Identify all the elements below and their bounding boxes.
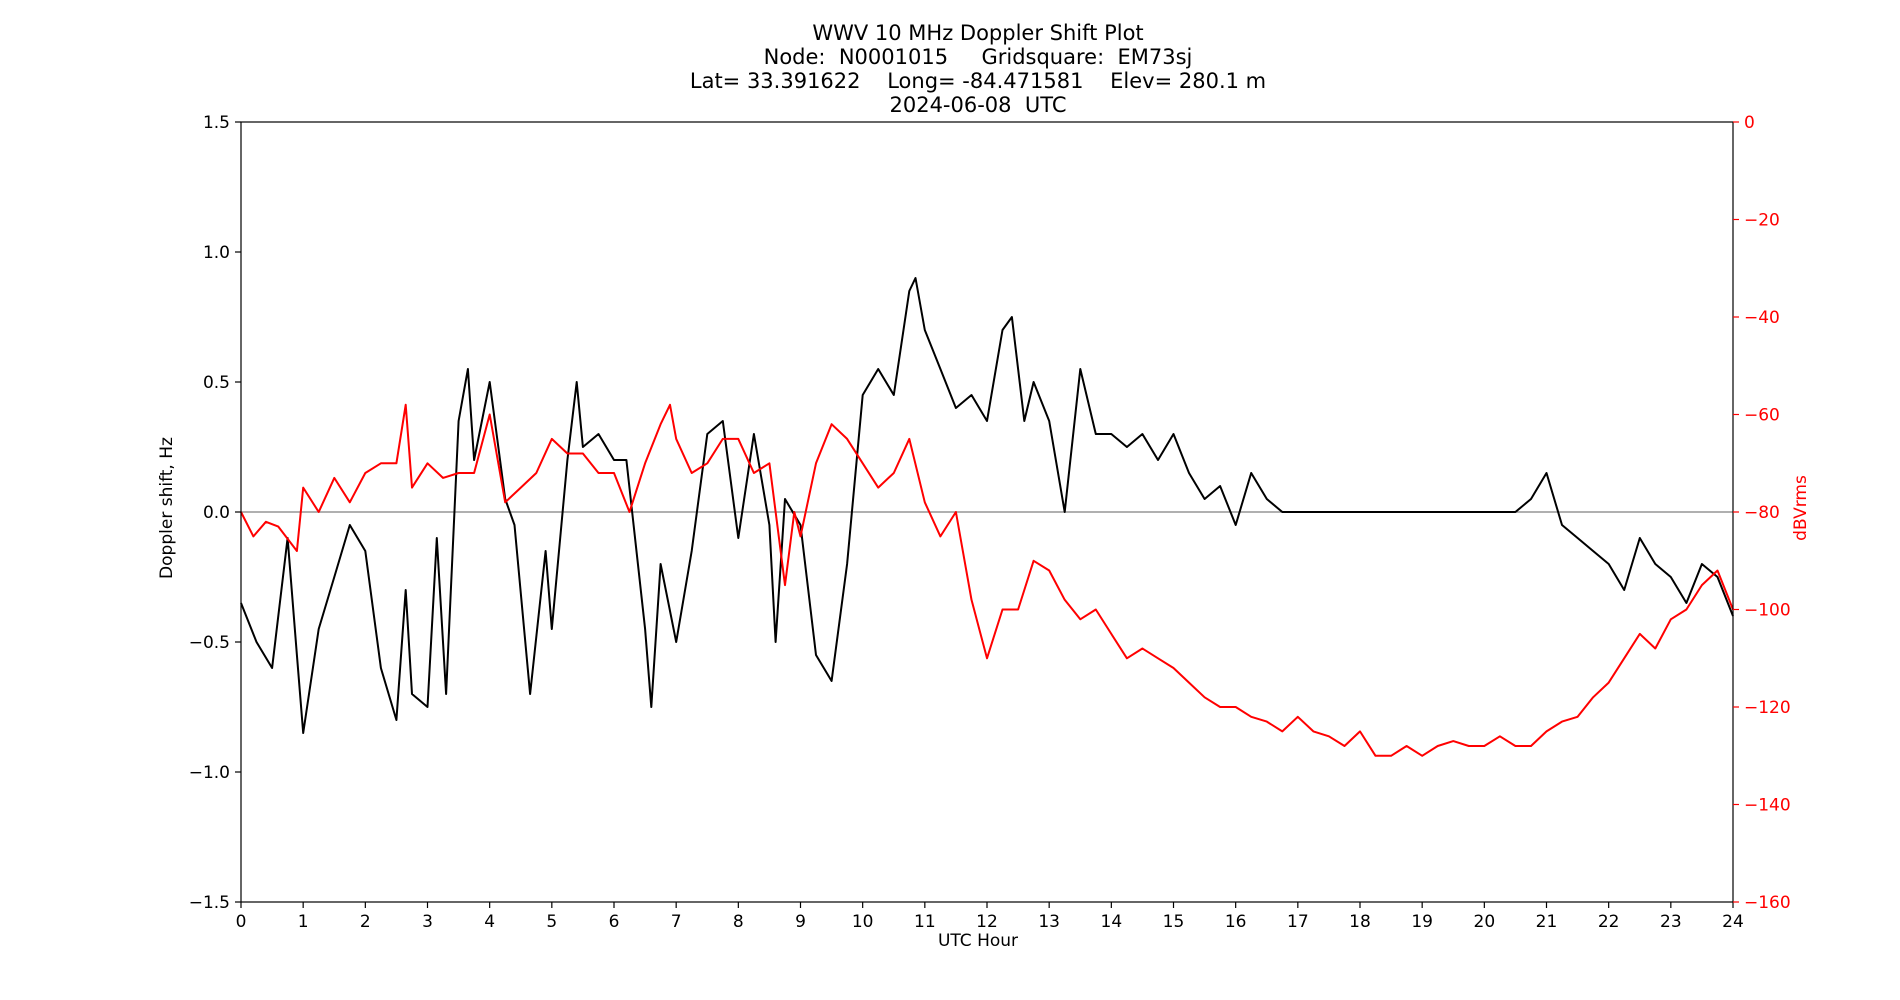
- x-tick-label: 16: [1225, 912, 1247, 932]
- x-tick-label: 19: [1411, 912, 1433, 932]
- x-tick-label: 1: [298, 912, 309, 932]
- chart-title: WWV 10 MHz Doppler Shift Plot Node: N000…: [690, 21, 1266, 117]
- x-tick-label: 7: [671, 912, 682, 932]
- y-left-tick-label: −1.5: [189, 893, 230, 913]
- y-left-tick-label: −1.0: [189, 763, 230, 783]
- x-tick-label: 13: [1038, 912, 1060, 932]
- x-tick-label: 4: [484, 912, 495, 932]
- x-tick-label: 10: [852, 912, 874, 932]
- y-right-tick-label: −140: [1744, 796, 1791, 816]
- y-right-tick-label: −80: [1744, 503, 1780, 523]
- x-tick-label: 2: [360, 912, 371, 932]
- y-axis-right-label: dBVrms: [1791, 475, 1811, 541]
- x-tick-label: 9: [795, 912, 806, 932]
- y-left-tick-label: 1.5: [203, 113, 230, 133]
- x-tick-label: 14: [1101, 912, 1123, 932]
- title-line-2: Node: N0001015 Gridsquare: EM73sj: [764, 45, 1193, 69]
- y-left-tick-label: 0.0: [203, 503, 230, 523]
- x-tick-label: 22: [1598, 912, 1620, 932]
- y-right-tick-label: 0: [1744, 113, 1755, 133]
- series-line-doppler: [240, 277, 1734, 734]
- y-right-tick-label: −160: [1744, 893, 1791, 913]
- y-right-tick-label: −40: [1744, 308, 1780, 328]
- title-line-3: Lat= 33.391622 Long= -84.471581 Elev= 28…: [690, 69, 1266, 93]
- y-right-tick-label: −60: [1744, 406, 1780, 426]
- y-right-tick-label: −20: [1744, 211, 1780, 231]
- x-axis-label: UTC Hour: [938, 931, 1018, 951]
- x-tick-label: 21: [1536, 912, 1558, 932]
- x-tick-label: 6: [609, 912, 620, 932]
- x-tick-label: 8: [733, 912, 744, 932]
- y-left-tick-label: 0.5: [203, 373, 230, 393]
- x-tick-label: 5: [546, 912, 557, 932]
- x-tick-label: 0: [236, 912, 247, 932]
- y-left-tick-label: 1.0: [203, 243, 230, 263]
- x-tick-label: 12: [976, 912, 998, 932]
- title-line-1: WWV 10 MHz Doppler Shift Plot: [812, 21, 1143, 45]
- x-tick-label: 17: [1287, 912, 1309, 932]
- title-line-4: 2024-06-08 UTC: [889, 93, 1066, 117]
- x-tick-label: 20: [1474, 912, 1496, 932]
- series-line-power: [240, 403, 1734, 757]
- y-right-tick-label: −100: [1744, 601, 1791, 621]
- y-right-tick-label: −120: [1744, 698, 1791, 718]
- x-tick-label: 18: [1349, 912, 1371, 932]
- x-tick-label: 24: [1722, 912, 1744, 932]
- y-left-tick-label: −0.5: [189, 633, 230, 653]
- x-tick-label: 15: [1163, 912, 1185, 932]
- x-tick-label: 11: [914, 912, 936, 932]
- y-axis-left-label: Doppler shift, Hz: [157, 437, 177, 579]
- x-tick-label: 23: [1660, 912, 1682, 932]
- x-tick-label: 3: [422, 912, 433, 932]
